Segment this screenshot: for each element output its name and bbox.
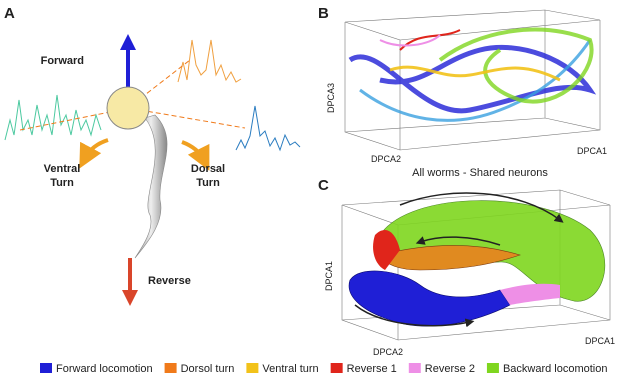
axis-label: DPCA2 — [373, 347, 403, 357]
label: Turn — [50, 177, 74, 189]
head — [106, 86, 150, 130]
legend-swatch — [246, 363, 259, 373]
legend-label: Dorsol turn — [181, 363, 235, 375]
label: Ventral — [44, 163, 81, 175]
label: Turn — [196, 177, 220, 189]
legend-label: Backward locomotion — [503, 363, 608, 375]
arrow-head — [122, 290, 138, 306]
arrow-head — [120, 34, 136, 50]
legend-swatch — [408, 363, 421, 373]
axis-label: DPCA2 — [371, 154, 401, 164]
connector — [19, 111, 111, 131]
axis-label: DPCA3 — [326, 83, 336, 113]
label: Reverse — [148, 275, 191, 287]
label: Forward — [41, 55, 84, 67]
panel-label: B — [318, 5, 329, 22]
trajectory — [348, 44, 597, 114]
axis-label: DPCA1 — [324, 261, 334, 291]
worm — [134, 114, 168, 259]
arrow — [79, 138, 109, 169]
trace — [4, 94, 102, 141]
flow-arrow — [415, 236, 501, 246]
trajectory — [359, 39, 592, 122]
trajectory — [399, 29, 461, 51]
trajectory — [438, 27, 594, 104]
legend-label: Reverse 1 — [347, 363, 397, 375]
tube — [379, 245, 521, 271]
legend-label: Reverse 2 — [425, 363, 475, 375]
legend-label: Forward locomotion — [56, 363, 153, 375]
flow-arrow — [399, 192, 564, 223]
tube — [500, 283, 560, 305]
label: Dorsal — [191, 163, 225, 175]
panel-label: C — [318, 177, 329, 194]
legend-swatch — [164, 363, 177, 373]
trace — [177, 39, 242, 83]
flow-arrow — [354, 304, 475, 328]
legend-swatch — [486, 363, 499, 373]
legend-label: Ventral turn — [262, 363, 318, 375]
caption: All worms - Shared neurons — [412, 167, 548, 179]
legend-swatch — [40, 363, 52, 373]
trace — [235, 105, 301, 152]
arrow — [181, 140, 210, 171]
connector — [139, 109, 246, 129]
box — [344, 9, 601, 151]
trajectory — [389, 65, 561, 82]
legend-swatch — [330, 363, 343, 373]
trajectory — [379, 34, 441, 47]
axis-label: DPCA1 — [585, 336, 615, 346]
legend: Forward locomotion Dorsol turn Ventral tur… — [40, 363, 608, 375]
axis-label: DPCA1 — [577, 146, 607, 156]
connector — [127, 59, 191, 109]
panel-label: A — [4, 5, 15, 22]
tube — [373, 230, 400, 270]
